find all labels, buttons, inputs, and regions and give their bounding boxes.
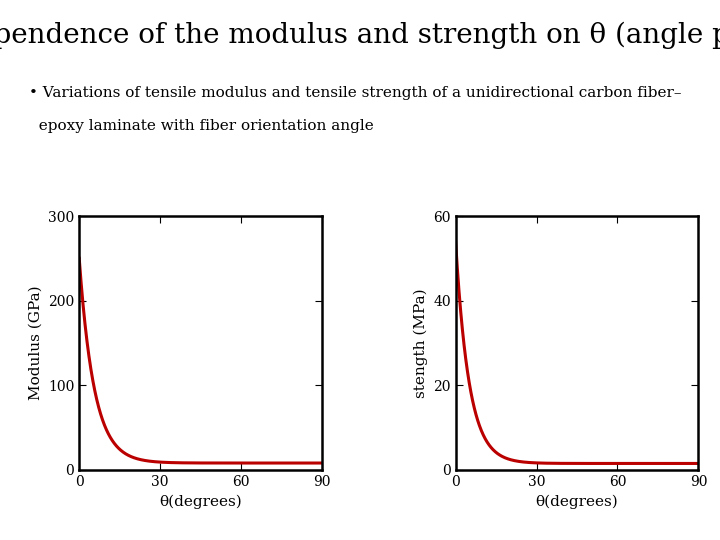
Text: Dependence of the modulus and strength on θ (angle ply): Dependence of the modulus and strength o…: [0, 22, 720, 49]
Text: epoxy laminate with fiber orientation angle: epoxy laminate with fiber orientation an…: [29, 119, 374, 133]
Y-axis label: Modulus (GPa): Modulus (GPa): [28, 286, 42, 400]
Y-axis label: stength (MPa): stength (MPa): [413, 288, 428, 398]
Text: • Variations of tensile modulus and tensile strength of a unidirectional carbon : • Variations of tensile modulus and tens…: [29, 86, 681, 100]
X-axis label: θ(degrees): θ(degrees): [536, 494, 618, 509]
X-axis label: θ(degrees): θ(degrees): [159, 494, 242, 509]
